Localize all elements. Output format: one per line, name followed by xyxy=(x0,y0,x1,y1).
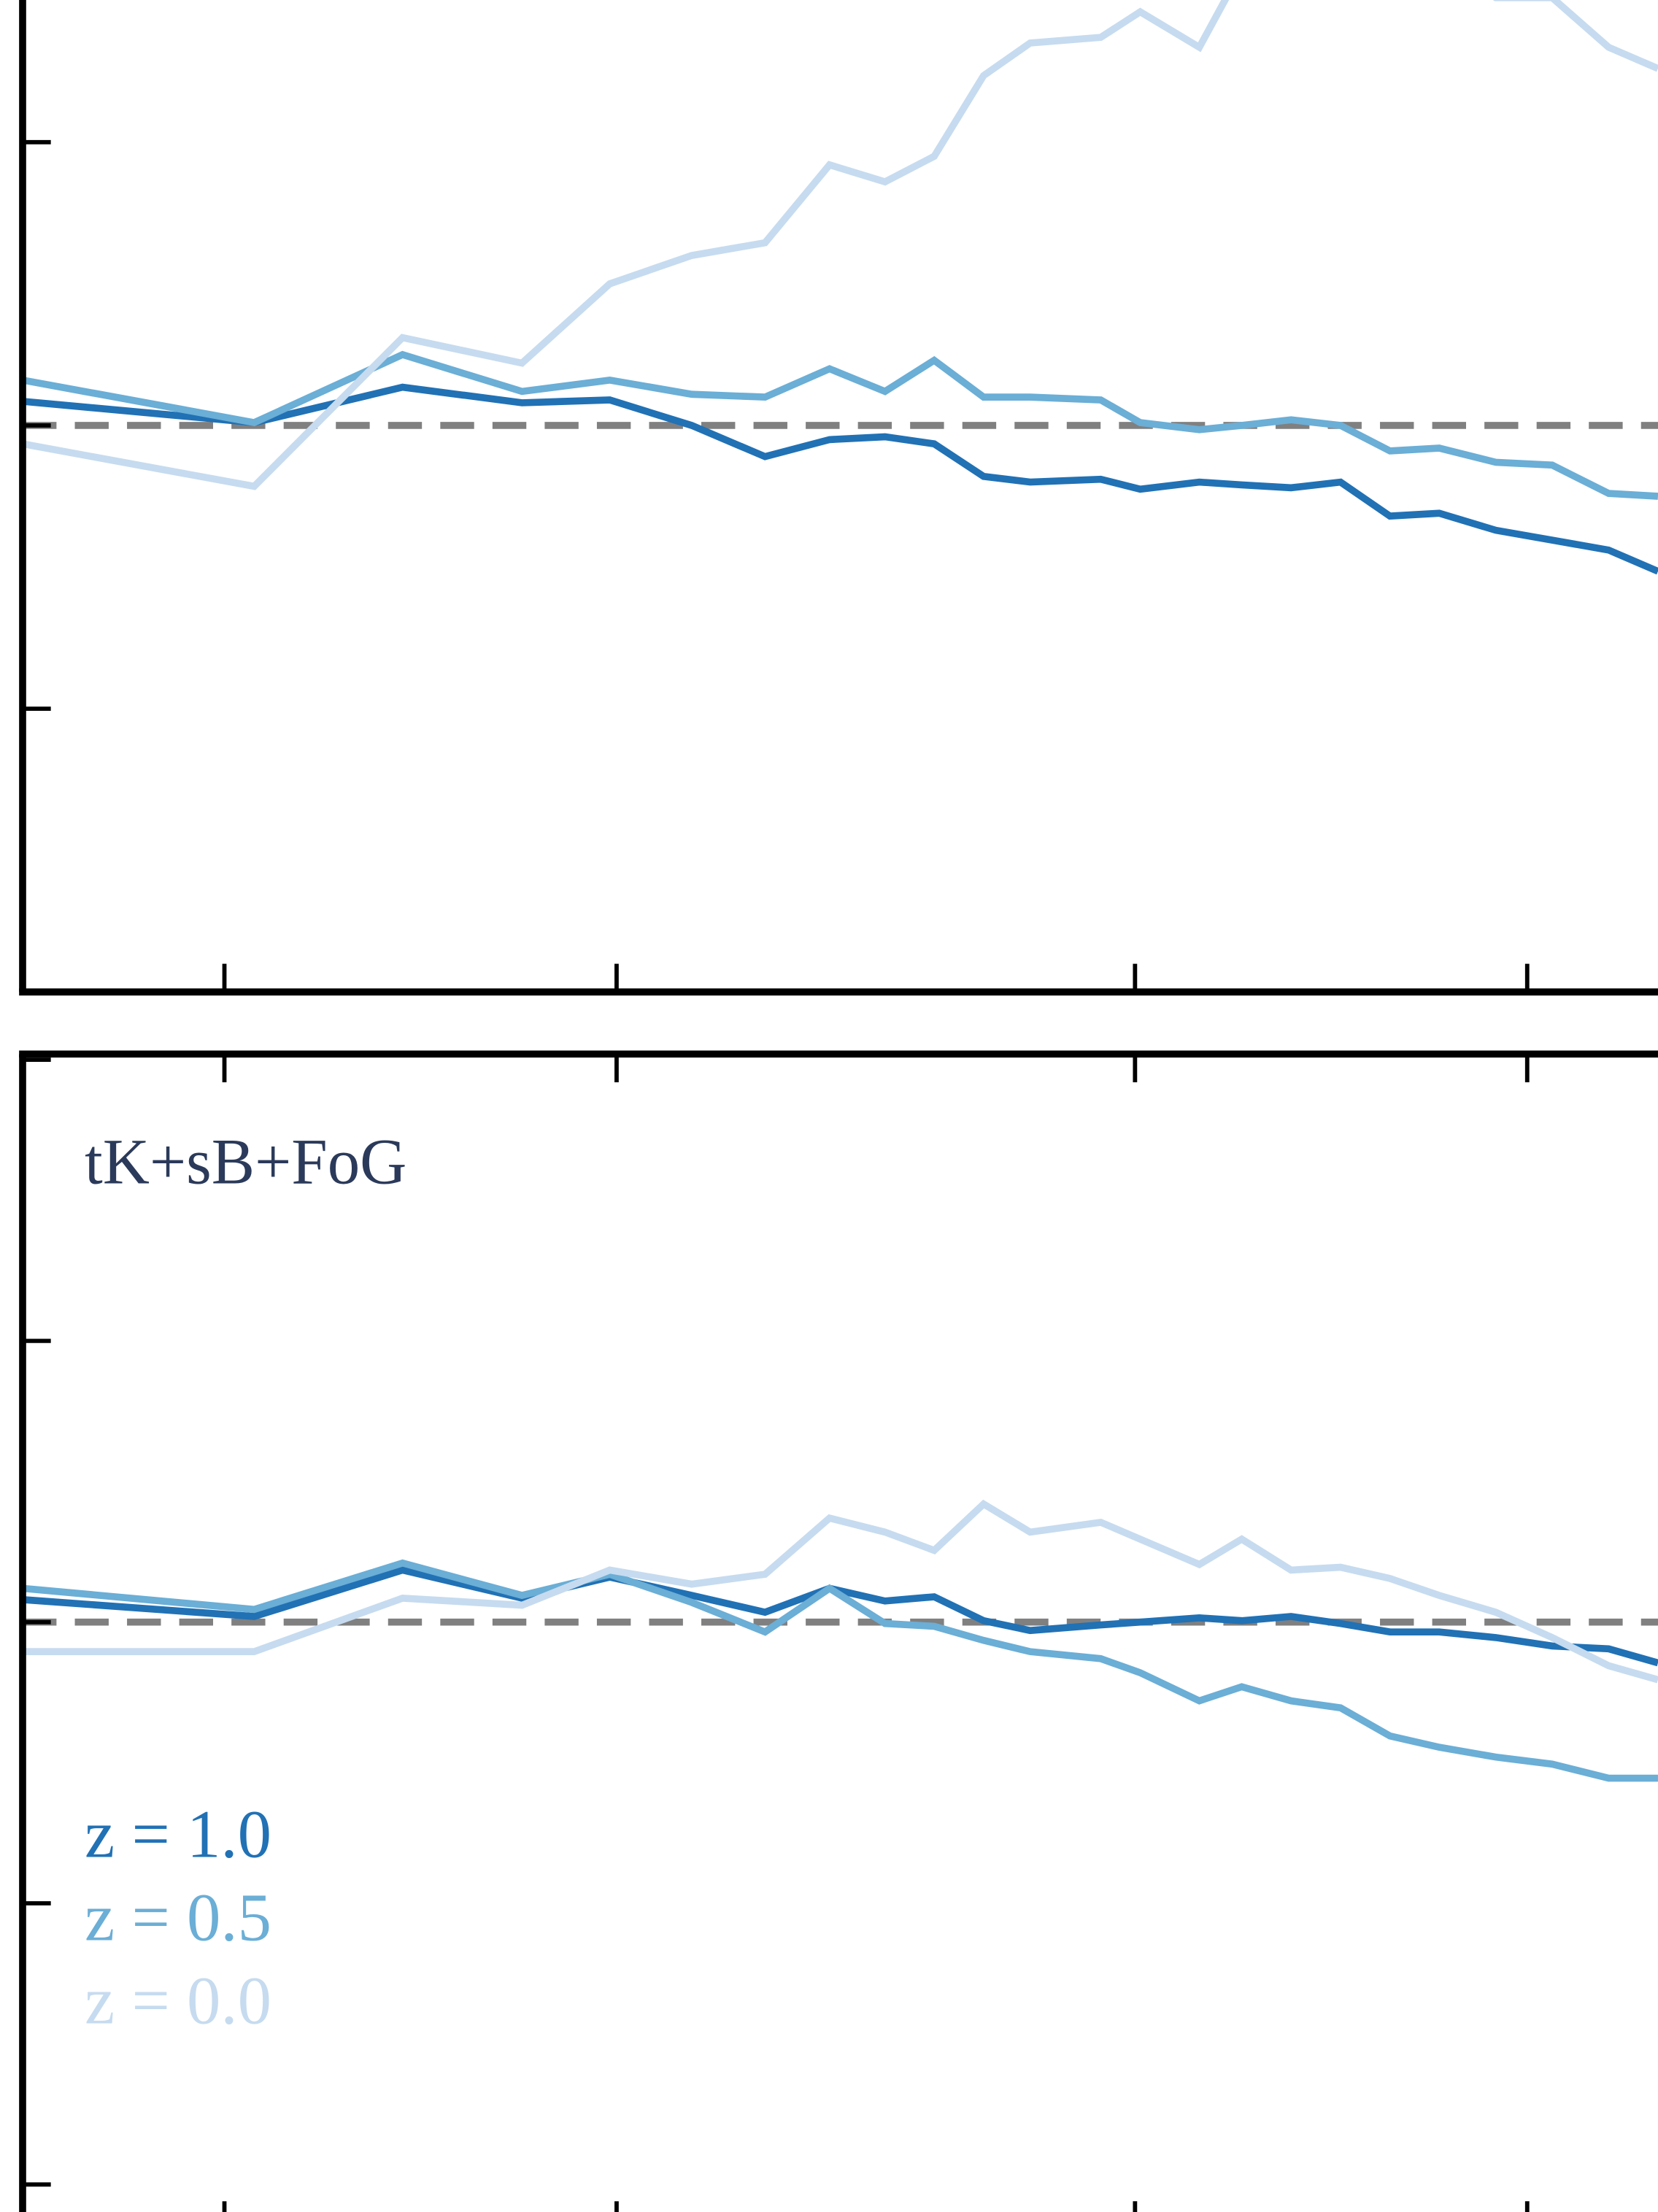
legend-entry: z = 1.0 xyxy=(85,1797,271,1873)
data-line xyxy=(22,1499,1658,1684)
legend-entry: z = 0.0 xyxy=(85,1964,271,2039)
panel xyxy=(22,0,1658,575)
annotation: tK+sB+FoG xyxy=(85,1126,406,1198)
data-line xyxy=(22,0,1658,490)
data-line xyxy=(22,1559,1658,1782)
data-line xyxy=(22,383,1658,575)
legend-entry: z = 0.5 xyxy=(85,1881,271,1956)
data-line xyxy=(22,350,1658,500)
panel xyxy=(22,1499,1658,1782)
